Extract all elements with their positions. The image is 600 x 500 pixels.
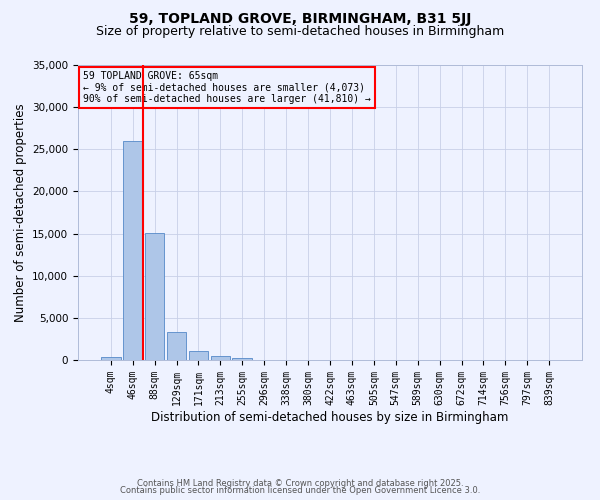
X-axis label: Distribution of semi-detached houses by size in Birmingham: Distribution of semi-detached houses by … [151, 410, 509, 424]
Text: 59 TOPLAND GROVE: 65sqm
← 9% of semi-detached houses are smaller (4,073)
90% of : 59 TOPLAND GROVE: 65sqm ← 9% of semi-det… [83, 71, 371, 104]
Text: Contains HM Land Registry data © Crown copyright and database right 2025.: Contains HM Land Registry data © Crown c… [137, 478, 463, 488]
Text: Size of property relative to semi-detached houses in Birmingham: Size of property relative to semi-detach… [96, 25, 504, 38]
Bar [123, 141, 143, 360]
Y-axis label: Number of semi-detached properties: Number of semi-detached properties [14, 103, 26, 322]
Bar [188, 350, 208, 360]
Bar [232, 358, 252, 360]
Bar [211, 356, 230, 360]
Text: 59, TOPLAND GROVE, BIRMINGHAM, B31 5JJ: 59, TOPLAND GROVE, BIRMINGHAM, B31 5JJ [129, 12, 471, 26]
Text: Contains public sector information licensed under the Open Government Licence 3.: Contains public sector information licen… [120, 486, 480, 495]
Bar [167, 332, 187, 360]
Bar [101, 356, 121, 360]
Bar [145, 232, 164, 360]
